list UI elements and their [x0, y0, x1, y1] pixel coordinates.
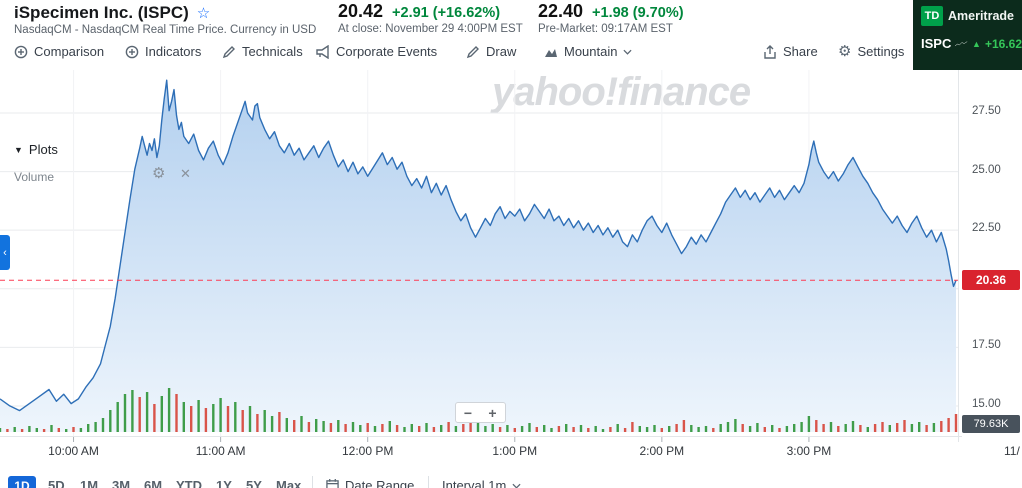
volume-plot-label: Volume [14, 170, 55, 184]
close-change: +2.91 (+16.62%) [392, 5, 501, 21]
ad-symbol: ISPC [921, 36, 952, 51]
y-axis-label: 22.50 [972, 222, 1001, 235]
current-volume-badge: 79.63K [962, 415, 1020, 433]
plots-label: Plots [28, 142, 58, 157]
circle-plus-icon [14, 45, 28, 58]
corporate-events-button[interactable]: Corporate Events [316, 44, 437, 59]
ad-up-arrow-icon: ▲ [972, 38, 981, 49]
td-logo: TD [921, 6, 943, 26]
triangle-down-icon: ▼ [14, 144, 23, 155]
close-note: At close: November 29 4:00PM EST [338, 23, 523, 35]
interval-dropdown[interactable]: Interval 1m [442, 478, 521, 488]
premarket-change: +1.98 (9.70%) [592, 5, 684, 21]
x-axis-label: 3:00 PM [786, 444, 832, 458]
symbol-title: iSpecimen Inc. (ISPC) [14, 3, 189, 22]
y-axis-label: 15.00 [972, 397, 1001, 410]
share-button[interactable]: Share [763, 44, 818, 59]
mountain-chart-icon [545, 48, 557, 57]
range-1m[interactable]: 1M [80, 478, 99, 488]
date-range-button[interactable]: Date Range [326, 478, 414, 488]
range-3m[interactable]: 3M [112, 478, 131, 488]
chevron-down-icon [623, 49, 633, 55]
draw-label: Draw [486, 44, 517, 59]
circle-plus-icon [125, 45, 139, 58]
volume-remove-icon[interactable]: ✕ [180, 166, 191, 181]
draw-button[interactable]: Draw [466, 44, 516, 59]
td-ameritrade-ad[interactable]: TD Ameritrade ISPC ▲ +16.62 [913, 0, 1022, 70]
plus-icon: + [488, 404, 497, 421]
price-chart[interactable] [0, 70, 962, 442]
current-price-tag: 20.36 [962, 270, 1020, 291]
megaphone-icon [316, 44, 329, 59]
y-axis-label: 25.00 [972, 163, 1001, 176]
y-axis-label: 27.50 [972, 105, 1001, 117]
chart-type-label: Mountain [564, 44, 618, 59]
premarket-quote: 22.40 +1.98 (9.70%) [538, 1, 684, 22]
page-title-row: iSpecimen Inc. (ISPC) ☆ [14, 3, 210, 23]
indicators-label: Indicators [145, 44, 202, 59]
interval-label: Interval 1m [442, 478, 507, 488]
chart-type-dropdown[interactable]: Mountain [544, 44, 633, 59]
axis-corner-date: 11/ [1004, 444, 1020, 458]
corporate-events-label: Corporate Events [336, 44, 438, 59]
x-axis-label: 10:00 AM [48, 444, 99, 458]
ad-quote-row: ISPC ▲ +16.62 [913, 26, 1022, 51]
x-axis-label: 12:00 PM [342, 444, 394, 458]
technicals-label: Technicals [242, 44, 303, 59]
calendar-icon [326, 479, 339, 488]
technicals-wand-icon [222, 45, 235, 58]
date-range-label: Date Range [345, 478, 415, 488]
premarket-price: 22.40 [538, 1, 584, 21]
x-axis-label: 2:00 PM [639, 444, 685, 458]
divider [312, 476, 313, 488]
range-6m[interactable]: 6M [144, 478, 163, 488]
ad-change: +16.62 [984, 36, 1022, 51]
minus-icon: − [463, 404, 473, 421]
range-toolbar: 1D 5D 1M 3M 6M YTD 1Y 5Y Max Date Range … [0, 470, 1022, 488]
y-axis-label: 17.50 [972, 339, 1001, 352]
share-icon [764, 44, 776, 59]
chevron-left-icon: ‹ [3, 246, 7, 259]
divider [428, 476, 429, 488]
comparison-button[interactable]: Comparison [14, 44, 104, 59]
zoom-out-button[interactable]: − [455, 402, 481, 423]
settings-label: Settings [857, 44, 905, 59]
range-1d-selected[interactable]: 1D [8, 476, 36, 488]
ad-sparkline [955, 40, 968, 46]
ad-brand-row: TD Ameritrade [913, 0, 1022, 26]
close-quote: 20.42 +2.91 (+16.62%) [338, 1, 500, 22]
pencil-icon [466, 45, 479, 58]
technicals-button[interactable]: Technicals [222, 44, 303, 59]
x-axis-label: 11:00 AM [195, 444, 246, 458]
favorite-star-icon[interactable]: ☆ [196, 5, 211, 22]
range-5y[interactable]: 5Y [246, 478, 262, 488]
indicators-button[interactable]: Indicators [125, 44, 201, 59]
premarket-note: Pre-Market: 09:17AM EST [538, 23, 673, 35]
range-1y[interactable]: 1Y [216, 478, 232, 488]
share-label: Share [783, 44, 818, 59]
expand-panel-tab[interactable]: ‹ [0, 235, 10, 270]
chevron-down-icon [512, 483, 521, 488]
range-max[interactable]: Max [276, 478, 302, 488]
ad-brand-name: Ameritrade [948, 9, 1014, 23]
range-ytd[interactable]: YTD [176, 478, 202, 488]
comparison-label: Comparison [34, 44, 105, 59]
x-axis-label: 1:00 PM [492, 444, 538, 458]
symbol-subtitle: NasdaqCM - NasdaqCM Real Time Price. Cur… [14, 24, 317, 36]
yahoo-finance-watermark: yahoo!finance [492, 70, 751, 114]
settings-button[interactable]: ⚙ Settings [838, 44, 904, 59]
volume-settings-gear-icon[interactable]: ⚙ [152, 165, 166, 182]
zoom-in-button[interactable]: + [480, 402, 506, 423]
range-5d[interactable]: 5D [48, 478, 65, 488]
chart-region: yahoo!finance ▼ Plots Volume ⚙ ✕ ‹ 27.50… [0, 70, 1022, 460]
gear-icon: ⚙ [838, 43, 852, 60]
close-price: 20.42 [338, 1, 384, 21]
plots-toggle[interactable]: ▼ Plots [14, 142, 58, 157]
